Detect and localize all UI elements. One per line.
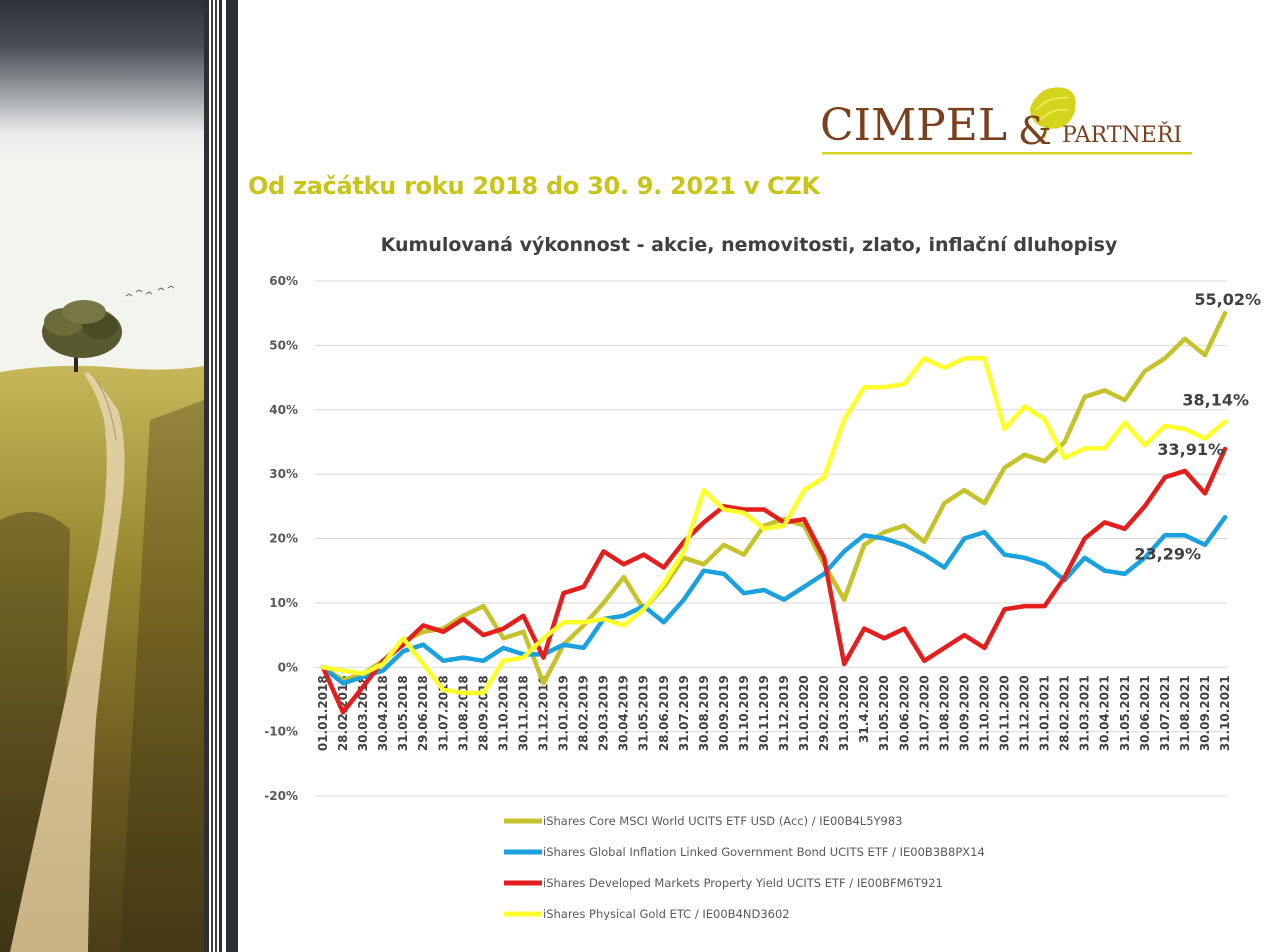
x-tick-label: 30.04.2019 bbox=[617, 675, 631, 751]
legend-label: iShares Developed Markets Property Yield… bbox=[543, 876, 943, 890]
y-tick-label: 10% bbox=[269, 596, 298, 610]
x-tick-label: 31.12.2020 bbox=[1018, 675, 1032, 751]
slide-heading: Od začátku roku 2018 do 30. 9. 2021 v CZ… bbox=[248, 172, 820, 200]
x-tick-label: 28.02.2021 bbox=[1058, 675, 1072, 751]
x-tick-label: 28.02.2019 bbox=[577, 675, 591, 751]
x-tick-label: 31.10.2018 bbox=[496, 675, 510, 751]
x-tick-label: 31.07.2018 bbox=[436, 675, 450, 751]
y-tick-label: 60% bbox=[269, 274, 298, 288]
x-tick-label: 31.01.2020 bbox=[797, 675, 811, 751]
x-tick-label: 31.08.2020 bbox=[937, 675, 951, 751]
x-tick-label: 31.03.2021 bbox=[1078, 675, 1092, 751]
y-tick-label: -10% bbox=[264, 725, 298, 739]
x-tick-label: 31.4.2020 bbox=[857, 675, 871, 743]
y-tick-label: 40% bbox=[269, 403, 298, 417]
series-end-label: 23,29% bbox=[1134, 544, 1201, 563]
series-line bbox=[320, 310, 1228, 686]
x-tick-label: 30.06.2020 bbox=[897, 675, 911, 751]
series-end-label: 33,91% bbox=[1157, 440, 1224, 459]
x-tick-label: 30.09.2020 bbox=[957, 675, 971, 751]
legend-label: iShares Physical Gold ETC / IE00B4ND3602 bbox=[543, 907, 790, 920]
x-tick-label: 29.03.2019 bbox=[597, 675, 611, 751]
y-tick-label: 50% bbox=[269, 338, 298, 352]
leaf-icon bbox=[1030, 87, 1076, 139]
x-tick-label: 30.11.2018 bbox=[516, 675, 530, 751]
x-tick-label: 31.05.2021 bbox=[1118, 675, 1132, 751]
x-tick-label: 31.05.2019 bbox=[637, 675, 651, 751]
company-logo: CIMPEL & PARTNEŘI bbox=[820, 87, 1192, 155]
x-tick-label: 29.06.2018 bbox=[416, 675, 430, 751]
x-tick-label: 31.07.2021 bbox=[1158, 675, 1172, 751]
x-tick-label: 31.12.2018 bbox=[536, 675, 550, 751]
x-tick-label: 31.07.2020 bbox=[917, 675, 931, 751]
x-tick-label: 31.10.2021 bbox=[1218, 675, 1232, 751]
x-tick-label: 29.02.2020 bbox=[817, 675, 831, 751]
x-tick-label: 31.05.2018 bbox=[396, 675, 410, 751]
logo-underline bbox=[822, 152, 1192, 155]
x-tick-label: 30.08.2019 bbox=[697, 675, 711, 751]
x-tick-label: 30.09.2019 bbox=[717, 675, 731, 751]
legend-label: iShares Global Inflation Linked Governme… bbox=[543, 845, 985, 859]
x-tick-label: 30.04.2021 bbox=[1098, 675, 1112, 751]
chart-title: Kumulovaná výkonnost - akcie, nemovitost… bbox=[381, 234, 1118, 256]
series-line bbox=[320, 446, 1228, 715]
x-tick-label: 31.03.2020 bbox=[837, 675, 851, 751]
x-tick-label: 01.01.2018 bbox=[316, 675, 330, 751]
series-line bbox=[320, 356, 1228, 696]
logo-suffix: PARTNEŘI bbox=[1062, 121, 1182, 148]
series-end-label: 55,02% bbox=[1194, 290, 1261, 309]
x-tick-label: 31.08.2018 bbox=[456, 675, 470, 751]
y-tick-label: 20% bbox=[269, 532, 298, 546]
performance-line-chart: Kumulovaná výkonnost - akcie, nemovitost… bbox=[264, 234, 1261, 920]
series-end-label: 38,14% bbox=[1182, 391, 1249, 410]
x-tick-label: 31.01.2019 bbox=[557, 675, 571, 751]
x-tick-label: 30.04.2018 bbox=[376, 675, 390, 751]
logo-ampersand: & bbox=[1018, 109, 1052, 153]
x-tick-label: 31.08.2021 bbox=[1178, 675, 1192, 751]
x-tick-label: 31.10.2019 bbox=[737, 675, 751, 751]
x-tick-label: 28.06.2019 bbox=[657, 675, 671, 751]
x-tick-label: 30.11.2019 bbox=[757, 675, 771, 751]
y-tick-label: -20% bbox=[264, 789, 298, 803]
x-tick-label: 30.06.2021 bbox=[1138, 675, 1152, 751]
x-tick-label: 31.07.2019 bbox=[677, 675, 691, 751]
x-tick-label: 30.09.2021 bbox=[1198, 675, 1212, 751]
y-tick-label: 0% bbox=[278, 660, 298, 674]
y-tick-label: 30% bbox=[269, 467, 298, 481]
x-tick-label: 30.11.2020 bbox=[998, 675, 1012, 751]
decorative-stripes bbox=[204, 0, 238, 952]
x-tick-label: 31.01.2021 bbox=[1038, 675, 1052, 751]
legend-label: iShares Core MSCI World UCITS ETF USD (A… bbox=[543, 814, 902, 828]
x-tick-label: 31.12.2019 bbox=[777, 675, 791, 751]
series-line bbox=[320, 515, 1228, 686]
landscape-photo bbox=[0, 0, 204, 952]
x-tick-label: 31.10.2020 bbox=[977, 675, 991, 751]
x-tick-label: 31.05.2020 bbox=[877, 675, 891, 751]
logo-name: CIMPEL bbox=[820, 100, 1007, 151]
